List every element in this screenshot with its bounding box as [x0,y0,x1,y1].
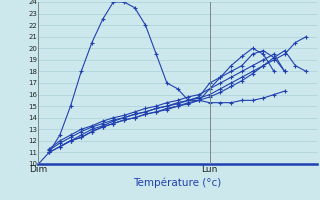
X-axis label: Température (°c): Température (°c) [133,177,222,188]
